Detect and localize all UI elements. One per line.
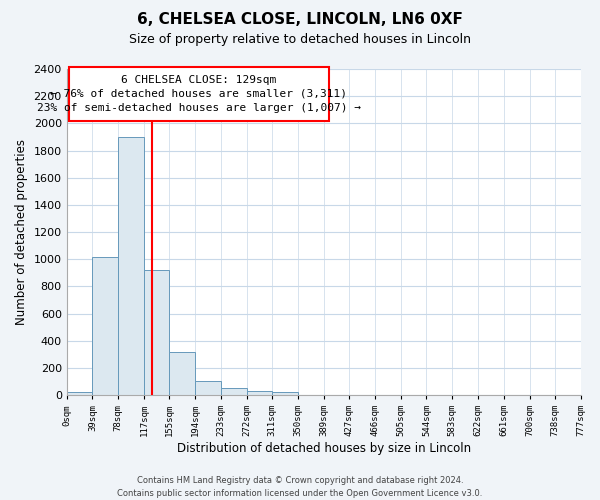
Y-axis label: Number of detached properties: Number of detached properties bbox=[15, 139, 28, 325]
Bar bbox=[247, 391, 272, 395]
Bar bbox=[92, 256, 118, 395]
Text: Contains HM Land Registry data © Crown copyright and database right 2024.
Contai: Contains HM Land Registry data © Crown c… bbox=[118, 476, 482, 498]
Bar bbox=[195, 381, 221, 395]
Bar bbox=[221, 388, 247, 395]
X-axis label: Distribution of detached houses by size in Lincoln: Distribution of detached houses by size … bbox=[176, 442, 470, 455]
Text: 6, CHELSEA CLOSE, LINCOLN, LN6 0XF: 6, CHELSEA CLOSE, LINCOLN, LN6 0XF bbox=[137, 12, 463, 28]
Bar bbox=[118, 137, 144, 395]
Bar bbox=[67, 392, 92, 395]
Bar bbox=[272, 392, 298, 395]
Text: 6 CHELSEA CLOSE: 129sqm
← 76% of detached houses are smaller (3,311)
23% of semi: 6 CHELSEA CLOSE: 129sqm ← 76% of detache… bbox=[37, 74, 361, 112]
Bar bbox=[169, 352, 195, 395]
Bar bbox=[144, 270, 169, 395]
Text: Size of property relative to detached houses in Lincoln: Size of property relative to detached ho… bbox=[129, 32, 471, 46]
